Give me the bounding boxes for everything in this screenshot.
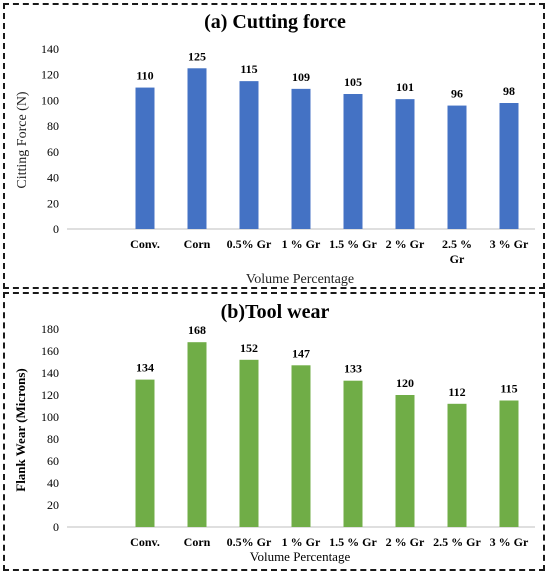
chart-b-category-label: 1 % Gr — [282, 535, 321, 549]
chart-a-y-tick-label: 60 — [47, 145, 59, 159]
chart-a-data-label: 101 — [396, 80, 414, 94]
chart-a-data-label: 109 — [292, 70, 310, 84]
chart-b-category-label: 2.5 % Gr — [433, 535, 481, 549]
chart-b-data-label: 134 — [136, 361, 154, 375]
chart-a-category-label: 0.5% Gr — [227, 237, 272, 251]
chart-b-bar — [187, 342, 207, 527]
chart-a-y-tick-label: 40 — [47, 171, 59, 185]
chart-a-data-label: 115 — [240, 62, 257, 76]
chart-b-data-label: 168 — [188, 323, 206, 337]
chart-b-bar — [239, 359, 259, 527]
chart-a-category-label: Gr — [450, 252, 465, 266]
chart-b-bar — [395, 395, 415, 527]
chart-b-category-label: Conv. — [130, 535, 160, 549]
chart-a-y-tick-label: 140 — [41, 42, 59, 56]
chart-a-y-tick-label: 20 — [47, 196, 59, 210]
chart-a-category-label: 2 % Gr — [386, 237, 425, 251]
chart-a-x-axis-label: Volume Percentage — [246, 272, 354, 287]
chart-a-bar — [447, 105, 467, 229]
chart-b-data-label: 115 — [500, 382, 517, 396]
chart-b-bar — [499, 400, 519, 527]
chart-b-data-label: 112 — [448, 385, 465, 399]
chart-b-category-label: 0.5% Gr — [227, 535, 272, 549]
chart-b-y-tick-label: 80 — [47, 432, 59, 446]
chart-b-y-tick-label: 180 — [41, 322, 59, 336]
chart-a-category-label: Corn — [184, 237, 211, 251]
chart-b-x-axis-label: Volume Percentage — [250, 549, 351, 564]
chart-a-y-tick-label: 100 — [41, 93, 59, 107]
chart-b-y-tick-label: 40 — [47, 476, 59, 490]
chart-b-data-label: 147 — [292, 346, 310, 360]
chart-a-data-label: 96 — [451, 87, 463, 101]
chart-b-category-label: 1.5 % Gr — [329, 535, 377, 549]
panel-tool-wear — [3, 292, 545, 571]
chart-b-bar — [343, 380, 363, 527]
chart-a-bar — [187, 68, 207, 230]
chart-a-data-label: 105 — [344, 75, 362, 89]
chart-b-y-tick-label: 60 — [47, 454, 59, 468]
chart-a-title: (a) Cutting force — [204, 11, 346, 33]
chart-b-y-tick-label: 160 — [41, 344, 59, 358]
chart-a-category-label: 1.5 % Gr — [329, 237, 377, 251]
chart-a-y-axis-label: Citting Force (N) — [15, 91, 30, 189]
chart-b-bar — [447, 403, 467, 527]
chart-a-category-label: Conv. — [130, 237, 160, 251]
chart-b-y-axis-label: Flank Wear (Microns) — [13, 368, 28, 492]
chart-b-bar — [291, 365, 311, 527]
chart-a-bar — [291, 88, 311, 229]
chart-b-category-label: 3 % Gr — [490, 535, 529, 549]
chart-a-data-label: 110 — [136, 69, 153, 83]
chart-a-data-label: 98 — [503, 84, 515, 98]
chart-b-y-tick-label: 100 — [41, 410, 59, 424]
chart-a-bar — [239, 81, 259, 230]
chart-a-category-label: 2.5 % — [442, 237, 472, 251]
chart-b-y-tick-label: 0 — [53, 520, 59, 534]
panel-cutting-force — [3, 3, 545, 289]
chart-a-data-label: 125 — [188, 49, 206, 63]
chart-b-category-label: 2 % Gr — [386, 535, 425, 549]
chart-b-data-label: 133 — [344, 362, 362, 376]
chart-b-plot: 0 20 40 60 80 100 120 140 160 180 134 Conv. 168 Corn 1… — [41, 322, 535, 549]
chart-a-plot: 0 20 40 60 80 100 120 140 110 Conv. 125 Corn 115 0.5%… — [41, 42, 535, 266]
chart-b-category-label: Corn — [184, 535, 211, 549]
chart-b-y-tick-label: 140 — [41, 366, 59, 380]
chart-a-bar — [499, 103, 519, 229]
chart-a-y-tick-label: 0 — [53, 222, 59, 236]
chart-b-y-tick-label: 20 — [47, 498, 59, 512]
chart-a-bar — [135, 87, 155, 229]
chart-b-bar — [135, 379, 155, 527]
chart-a-bar — [343, 94, 363, 229]
chart-b-data-label: 152 — [240, 341, 258, 355]
chart-b-y-tick-label: 120 — [41, 388, 59, 402]
chart-b-title: (b)Tool wear — [221, 301, 330, 323]
chart-b-data-label: 120 — [396, 376, 414, 390]
chart-a-category-label: 1 % Gr — [282, 237, 321, 251]
chart-a-y-tick-label: 80 — [47, 119, 59, 133]
chart-a-category-label: 3 % Gr — [490, 237, 529, 251]
chart-a-bar — [395, 99, 415, 230]
chart-a-y-tick-label: 120 — [41, 68, 59, 82]
